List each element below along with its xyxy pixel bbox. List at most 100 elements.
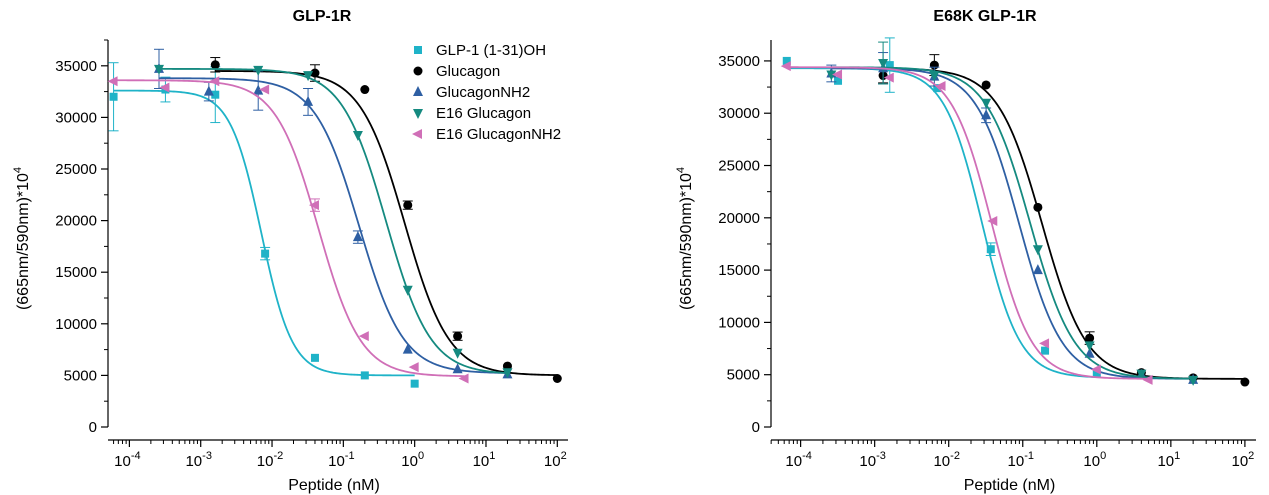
fit-curve	[786, 66, 1149, 380]
data-point	[402, 343, 413, 354]
y-tick-label: 25000	[55, 161, 97, 178]
data-point	[253, 65, 264, 76]
series-glucagon	[210, 57, 562, 383]
data-point	[1041, 346, 1050, 355]
chart-title: GLP-1R	[293, 8, 352, 25]
data-point	[552, 373, 562, 383]
y-tick-label: 0	[752, 419, 760, 436]
data-point	[1136, 369, 1147, 380]
series-glucagon	[878, 54, 1250, 387]
legend: GLP-1 (1-31)OH Glucagon GlucagonNH2 E16 Glu…	[412, 42, 561, 143]
data-point	[402, 285, 413, 296]
data-point	[452, 363, 463, 374]
legend-label: GlucagonNH2	[436, 84, 530, 101]
x-axis: 10-4 10-3 10-2 10-1 100 101 102 Peptide (nM)	[108, 439, 568, 494]
x-axis: 10-4 10-3 10-2 10-1 100 101 102 Peptide (nM)	[770, 439, 1256, 494]
data-point	[259, 84, 270, 95]
data-point	[308, 200, 319, 211]
chart-panel-2: E68K GLP-1R 0 5000 10000 15000 20000 25000 3000…	[675, 8, 1256, 494]
x-tick-label: 10-3	[185, 450, 211, 470]
data-point	[360, 371, 369, 380]
y-tick-label: 20000	[718, 210, 760, 227]
y-tick-label: 15000	[55, 264, 97, 281]
y-axis: 0 5000 10000 15000 20000 25000 30000 35000 (665n…	[12, 39, 109, 436]
x-tick-label: 10-1	[328, 450, 354, 470]
data-point	[261, 249, 270, 258]
data-point	[1142, 374, 1153, 385]
data-point	[935, 81, 946, 92]
data-point	[403, 200, 413, 210]
data-point	[885, 61, 894, 70]
data-point	[410, 379, 419, 388]
legend-label: E16 Glucagon	[436, 105, 531, 122]
series-e16-glucagon	[826, 41, 1199, 386]
chart-panel-1: GLP-1R 0 5000 10000 15000 20000 25000 30000 3500…	[12, 8, 568, 494]
data-point	[1032, 245, 1043, 256]
y-axis: 0 5000 10000 15000 20000 25000 30000 35000 (665n…	[675, 40, 772, 436]
y-tick-label: 10000	[718, 314, 760, 331]
data-point	[107, 76, 118, 87]
x-tick-label: 100	[1083, 450, 1106, 470]
data-point	[834, 76, 843, 85]
data-point	[933, 84, 942, 93]
legend-label: GLP-1 (1-31)OH	[436, 42, 546, 59]
y-tick-label: 20000	[55, 213, 97, 230]
data-point	[453, 331, 463, 341]
fit-curve	[831, 66, 1194, 380]
data-point	[502, 368, 513, 379]
data-point	[352, 130, 363, 141]
fit-curve	[113, 79, 465, 378]
data-point	[981, 109, 992, 120]
data-point	[303, 71, 314, 82]
legend-marker	[412, 129, 422, 139]
data-point	[782, 56, 791, 65]
data-point	[303, 95, 314, 106]
data-point	[986, 245, 995, 254]
data-point	[832, 69, 843, 80]
series-glucagonnh2	[826, 52, 1199, 384]
legend-marker	[414, 46, 422, 54]
y-tick-label: 10000	[55, 316, 97, 333]
data-point	[826, 70, 837, 81]
series-e16-glucagonnh2	[780, 61, 1153, 385]
data-point	[981, 80, 991, 90]
data-point	[1084, 347, 1095, 358]
x-tick-label: 101	[473, 450, 496, 470]
x-tick-label: 101	[1157, 450, 1180, 470]
x-tick-label: 10-4	[114, 450, 140, 470]
data-point	[253, 84, 264, 95]
data-point	[209, 76, 220, 87]
data-point	[109, 92, 118, 101]
legend-marker	[413, 86, 423, 96]
data-point	[1039, 338, 1050, 349]
x-tick-label: 102	[1231, 450, 1254, 470]
y-tick-label: 5000	[64, 367, 97, 384]
y-tick-label: 35000	[55, 58, 97, 75]
chart-title: E68K GLP-1R	[933, 8, 1037, 25]
series-glp-1-1-31-oh	[108, 62, 419, 388]
data-point	[1084, 341, 1095, 352]
data-point	[159, 82, 170, 93]
data-point	[210, 60, 220, 70]
fit-curve	[786, 67, 1097, 379]
x-tick-label: 100	[401, 450, 424, 470]
series-e16-glucagonnh2	[107, 76, 469, 384]
data-point	[1033, 202, 1043, 212]
data-point	[883, 72, 894, 83]
x-tick-label: 102	[544, 450, 567, 470]
data-point	[1090, 364, 1101, 375]
data-point	[203, 85, 214, 96]
y-tick-label: 25000	[718, 158, 760, 175]
x-axis-label: Peptide (nM)	[288, 477, 380, 494]
data-point	[310, 353, 319, 362]
y-axis-label: (665nm/590nm)*104	[675, 167, 695, 310]
x-tick-label: 10-3	[859, 450, 885, 470]
legend-marker	[413, 66, 423, 76]
fit-curve	[215, 70, 558, 376]
fit-curve	[158, 68, 508, 374]
data-point	[987, 215, 998, 226]
data-point	[929, 71, 940, 82]
x-tick-label: 10-4	[785, 450, 811, 470]
data-point	[878, 59, 889, 70]
